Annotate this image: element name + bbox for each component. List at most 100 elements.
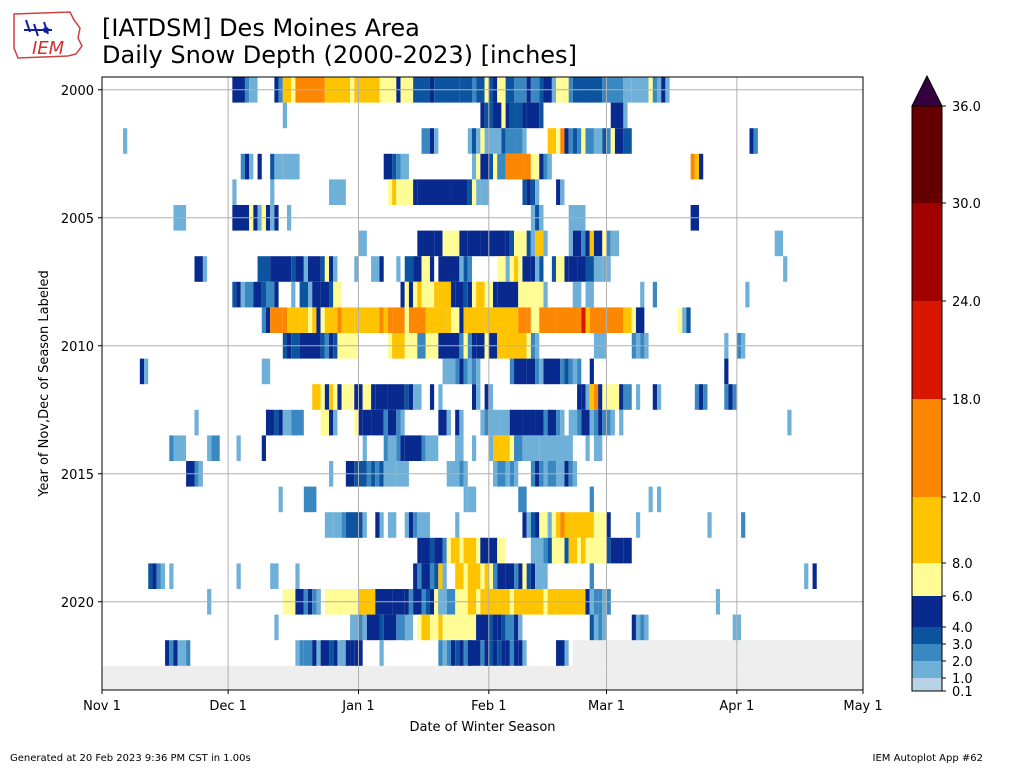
snow-depth-cell bbox=[434, 230, 443, 257]
snow-depth-cell bbox=[539, 358, 544, 385]
snow-depth-cell bbox=[581, 537, 586, 564]
snow-depth-cell bbox=[602, 537, 607, 564]
snow-depth-cell bbox=[169, 435, 174, 461]
snow-depth-cell bbox=[265, 409, 275, 436]
snow-depth-cell bbox=[244, 281, 254, 308]
snow-depth-cell bbox=[522, 256, 531, 282]
snow-depth-cell bbox=[261, 281, 266, 308]
snow-depth-cell bbox=[324, 256, 330, 282]
snow-depth-cell bbox=[656, 384, 662, 410]
snow-depth-cell bbox=[572, 281, 582, 308]
snow-depth-cell bbox=[526, 307, 531, 333]
snow-depth-cell bbox=[387, 435, 397, 461]
colorbar-swatch bbox=[912, 203, 942, 301]
snow-depth-cell bbox=[556, 512, 561, 538]
snow-depth-cell bbox=[593, 435, 603, 461]
snow-depth-cell bbox=[320, 384, 325, 410]
snow-depth-cell bbox=[543, 512, 548, 538]
snow-depth-cell bbox=[577, 409, 582, 436]
snow-depth-cell bbox=[610, 384, 620, 410]
snow-depth-cell bbox=[341, 640, 346, 666]
snow-depth-cell bbox=[299, 307, 309, 333]
missing-data-region bbox=[572, 640, 863, 666]
snow-depth-cell bbox=[606, 512, 611, 538]
snow-depth-cell bbox=[568, 537, 578, 564]
snow-depth-cell bbox=[493, 614, 498, 641]
snow-depth-cell bbox=[274, 614, 279, 641]
colorbar: 0.11.0 2.0 3.0 4.0 6.0 8.0 12.0 18.0 24.0 30.0 36.… bbox=[911, 74, 981, 700]
snow-depth-cell bbox=[497, 153, 506, 180]
snow-depth-cell bbox=[598, 614, 603, 641]
snow-depth-cell bbox=[455, 281, 464, 308]
snow-depth-cell bbox=[635, 384, 641, 410]
snow-depth-cell bbox=[610, 230, 615, 257]
snow-depth-cell bbox=[467, 256, 472, 282]
snow-depth-cell bbox=[514, 563, 519, 589]
snow-depth-cell bbox=[329, 256, 334, 282]
snow-depth-cell bbox=[678, 307, 683, 333]
snow-depth-cell bbox=[598, 384, 603, 410]
snow-depth-cell bbox=[631, 614, 636, 641]
snow-depth-cell bbox=[539, 256, 544, 282]
snow-depth-cell bbox=[505, 563, 515, 589]
snow-depth-cell bbox=[421, 128, 430, 154]
snow-depth-cell bbox=[635, 307, 645, 333]
snow-depth-cell bbox=[501, 128, 506, 154]
snow-depth-cell bbox=[556, 256, 565, 282]
snow-depth-cell bbox=[329, 384, 334, 410]
snow-depth-cell bbox=[539, 102, 544, 129]
snow-depth-cell bbox=[480, 640, 485, 666]
snow-depth-cell bbox=[585, 230, 590, 257]
snow-depth-cell bbox=[560, 179, 565, 205]
snow-depth-cell bbox=[329, 179, 346, 205]
colorbar-swatch bbox=[912, 627, 942, 644]
snow-depth-cell bbox=[383, 153, 393, 180]
snow-depth-cell bbox=[484, 563, 489, 589]
snow-depth-cell bbox=[690, 153, 695, 180]
snow-depth-cell bbox=[429, 384, 435, 410]
snow-depth-cell bbox=[320, 409, 330, 436]
snow-depth-cell bbox=[429, 128, 435, 154]
snow-depth-cell bbox=[413, 384, 422, 410]
season-row-2003 bbox=[240, 153, 704, 180]
snow-depth-cell bbox=[358, 409, 363, 436]
snow-depth-cell bbox=[467, 486, 477, 513]
snow-depth-cell bbox=[686, 307, 691, 333]
logo-dot-icon bbox=[43, 27, 49, 33]
snow-depth-cell bbox=[682, 307, 687, 333]
snow-depth-cell bbox=[324, 307, 330, 333]
snow-depth-cell bbox=[589, 537, 603, 564]
snow-depth-cell bbox=[463, 256, 468, 282]
snow-depth-cell bbox=[312, 640, 317, 666]
snow-depth-cell bbox=[585, 128, 594, 154]
snow-depth-cell bbox=[450, 640, 456, 666]
snow-depth-cell bbox=[572, 128, 578, 154]
snow-depth-cell bbox=[425, 435, 430, 461]
snow-depth-cell bbox=[417, 179, 451, 205]
snow-depth-cell bbox=[585, 307, 590, 333]
snow-depth-cell bbox=[476, 358, 481, 385]
snow-depth-cell bbox=[577, 128, 582, 154]
snow-depth-cell bbox=[396, 435, 401, 461]
snow-depth-cell bbox=[303, 640, 313, 666]
snow-depth-cell bbox=[421, 256, 430, 282]
snow-depth-cell bbox=[333, 281, 342, 308]
snow-depth-cell bbox=[236, 563, 241, 589]
snow-depth-cell bbox=[333, 409, 338, 436]
snow-depth-cell bbox=[442, 563, 447, 589]
snow-depth-cell bbox=[518, 281, 531, 308]
snow-depth-cell bbox=[581, 384, 586, 410]
snow-depth-cell bbox=[291, 409, 304, 436]
colorbar-swatch bbox=[912, 678, 942, 691]
snow-depth-cell bbox=[295, 640, 300, 666]
snow-depth-cell bbox=[303, 256, 309, 282]
snow-depth-cell bbox=[471, 128, 477, 154]
snow-depth-cell bbox=[425, 307, 447, 333]
snow-depth-cell bbox=[320, 640, 330, 666]
snow-depth-cell bbox=[505, 128, 515, 154]
snow-depth-cell bbox=[329, 640, 334, 666]
snow-depth-cell bbox=[400, 435, 405, 461]
snow-depth-cell bbox=[598, 409, 603, 436]
y-tick-label: 2010 bbox=[61, 340, 94, 355]
snow-depth-cell bbox=[316, 640, 321, 666]
